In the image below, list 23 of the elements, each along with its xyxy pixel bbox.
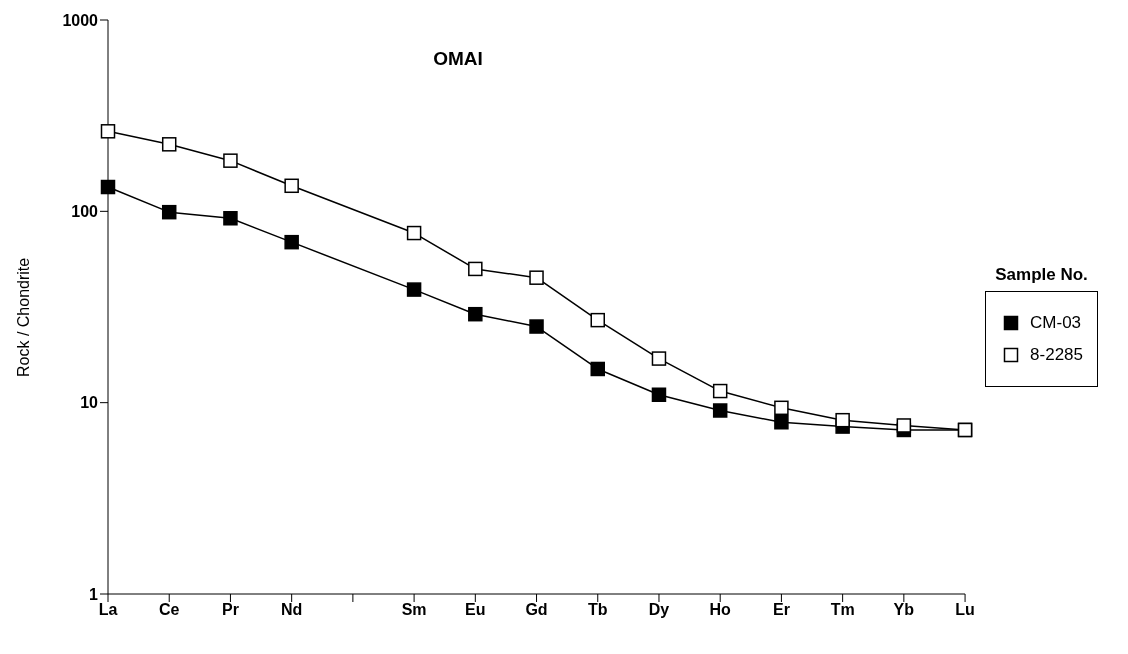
x-tick-label: Sm <box>401 601 427 619</box>
x-tick-label: Lu <box>955 601 975 619</box>
x-tick-label: Ce <box>158 601 180 619</box>
y-tick-label: 10 <box>80 394 99 412</box>
text: OMAI <box>432 48 484 70</box>
y-tick-label: 100 <box>71 203 99 221</box>
x-tick-label: Tm <box>830 601 855 619</box>
x-tick-label: Yb <box>893 601 915 619</box>
legend-title: Sample No. <box>994 265 1089 285</box>
x-tick-label: Pr <box>221 601 239 619</box>
x-tick-label: Dy <box>648 601 670 619</box>
x-tick-label: Nd <box>280 601 303 619</box>
y-tick-label: 1000 <box>62 11 99 29</box>
x-tick-label: Ho <box>709 601 732 619</box>
x-tick-label: Gd <box>525 601 548 619</box>
legend-label: CM-03 <box>1030 313 1082 333</box>
y-axis-title: Rock / Chondrite <box>14 257 32 377</box>
x-tick-label: Er <box>772 601 790 619</box>
legend-label: 8-2285 <box>1030 345 1083 365</box>
y-tick-label: 1 <box>89 585 99 603</box>
x-tick-label: La <box>98 601 118 619</box>
x-tick-label: Tb <box>587 601 608 619</box>
x-tick-label: Eu <box>465 601 486 619</box>
